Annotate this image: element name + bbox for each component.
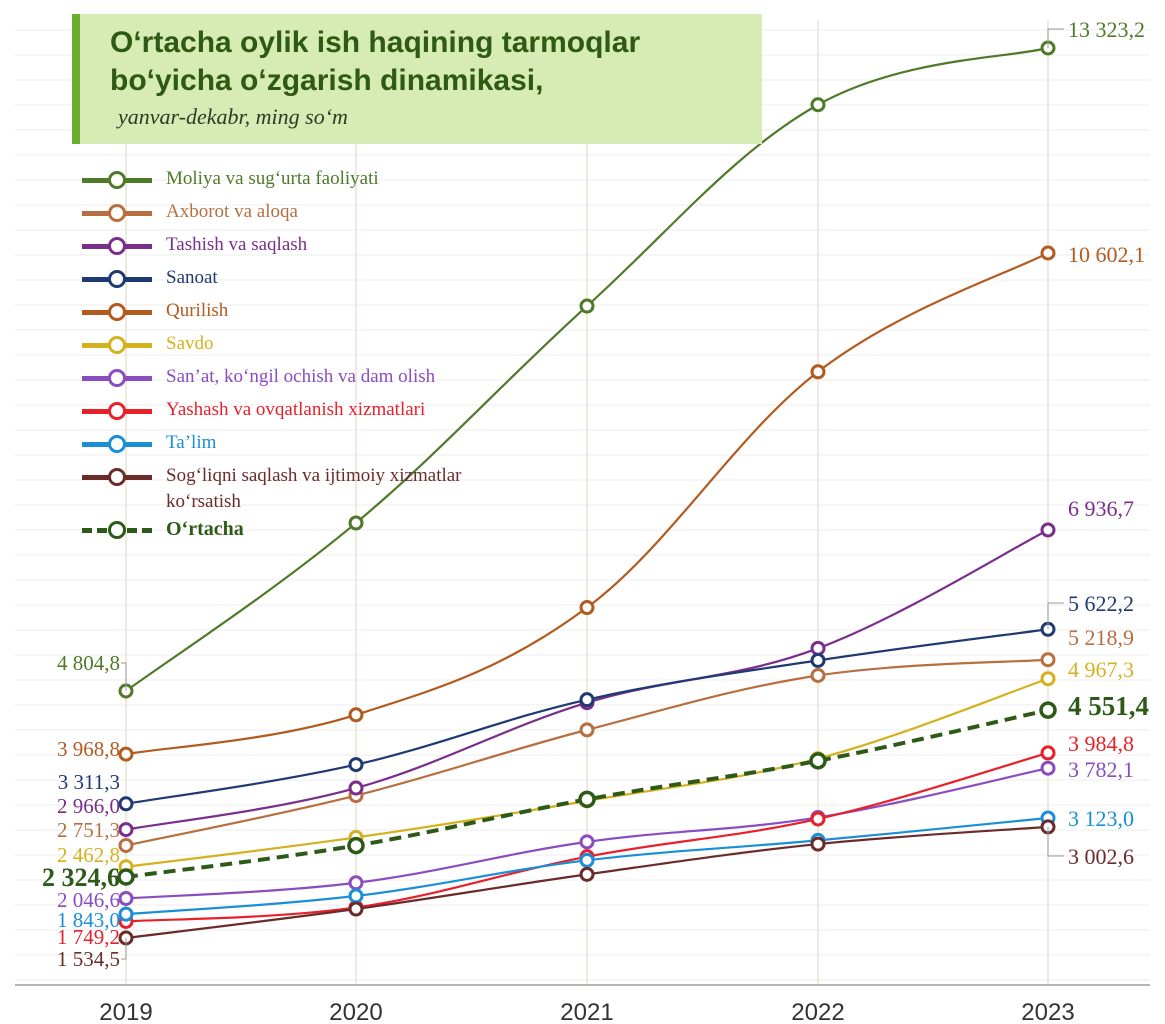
point-san-at-ko-ngil-ochish-va-dam-olish <box>581 836 593 848</box>
legend-marker <box>108 369 126 387</box>
point-axborot-va-aloqa <box>1042 654 1054 666</box>
x-tick-label: 2022 <box>791 999 844 1024</box>
point-qurilish <box>581 602 593 614</box>
legend-marker <box>108 171 126 189</box>
point-sanoat <box>812 654 824 666</box>
point-qurilish <box>350 709 362 721</box>
point-tashish-va-saqlash <box>812 642 824 654</box>
x-tick-label: 2023 <box>1021 999 1074 1024</box>
point-moliya-va-sug-urta-faoliyati <box>812 99 824 111</box>
value-label-last: 5 218,9 <box>1068 625 1134 650</box>
legend-label: Savdo <box>166 331 214 357</box>
point-qurilish <box>812 366 824 378</box>
legend-marker <box>108 521 126 539</box>
value-label-last: 10 602,1 <box>1068 242 1145 267</box>
legend-label: Qurilish <box>166 298 228 324</box>
legend-marker <box>108 402 126 420</box>
value-label-first: 2 966,0 <box>57 794 120 818</box>
point-o-rtacha <box>119 870 133 884</box>
point-o-rtacha <box>580 792 594 806</box>
value-label-last: 3 782,1 <box>1068 757 1134 782</box>
value-label-last: 3 123,0 <box>1068 806 1134 831</box>
value-label-first: 2 324,6 <box>42 863 120 892</box>
legend-label: Tashish va saqlash <box>166 232 307 258</box>
legend-marker <box>108 435 126 453</box>
point-san-at-ko-ngil-ochish-va-dam-olish <box>350 877 362 889</box>
x-tick-label: 2019 <box>99 999 152 1024</box>
point-axborot-va-aloqa <box>581 724 593 736</box>
legend-label: O‘rtacha <box>166 516 244 542</box>
chart-title-box: O‘rtacha oylik ish haqining tarmoqlar bo… <box>72 14 762 144</box>
legend-label: Sanoat <box>166 265 218 291</box>
legend-marker <box>108 303 126 321</box>
point-moliya-va-sug-urta-faoliyati <box>581 300 593 312</box>
value-label-last: 4 551,4 <box>1068 691 1149 721</box>
legend-label: Axborot va aloqa <box>166 199 298 225</box>
point-o-rtacha <box>811 754 825 768</box>
x-tick-label: 2020 <box>329 999 382 1024</box>
value-label-last: 3 002,6 <box>1068 844 1134 869</box>
point-o-rtacha <box>1041 703 1055 717</box>
value-label-first: 3 968,8 <box>57 737 120 761</box>
point-sog-liqni-saqlash-va-ijtimoiy-xizmatlar-ko-rsatish <box>581 868 593 880</box>
value-label-first: 2 751,3 <box>57 818 120 842</box>
point-sanoat <box>581 694 593 706</box>
point-qurilish <box>120 748 132 760</box>
x-tick-label: 2021 <box>560 999 613 1024</box>
legend-marker <box>108 336 126 354</box>
point-sanoat <box>120 798 132 810</box>
point-sanoat <box>350 759 362 771</box>
point-ta-lim <box>581 854 593 866</box>
legend-label: Ta’lim <box>166 430 216 456</box>
legend-label: Sog‘liqni saqlash va ijtimoiy xizmatlar … <box>166 463 486 515</box>
legend-marker <box>108 468 126 486</box>
value-label-last: 5 622,2 <box>1068 591 1134 616</box>
legend-label: Yashash va ovqatlanish xizmatlari <box>166 397 425 423</box>
legend-label: Moliya va sug‘urta faoliyati <box>166 166 379 192</box>
point-san-at-ko-ngil-ochish-va-dam-olish <box>120 892 132 904</box>
value-label-first: 4 804,8 <box>57 651 120 675</box>
point-yashash-va-ovqatlanish-xizmatlari <box>812 813 824 825</box>
value-label-last: 13 323,2 <box>1068 17 1145 42</box>
point-tashish-va-saqlash <box>120 824 132 836</box>
point-axborot-va-aloqa <box>812 670 824 682</box>
value-label-last: 3 984,8 <box>1068 731 1134 756</box>
x-axis: 2019 2020 2021 2022 2023 <box>15 985 1150 1024</box>
point-sog-liqni-saqlash-va-ijtimoiy-xizmatlar-ko-rsatish <box>350 903 362 915</box>
point-ta-lim <box>350 890 362 902</box>
point-tashish-va-saqlash <box>1042 524 1054 536</box>
point-qurilish <box>1042 247 1054 259</box>
legend-marker <box>108 270 126 288</box>
legend-marker <box>108 237 126 255</box>
value-label-first: 3 311,3 <box>58 770 120 794</box>
legend-label: San’at, ko‘ngil ochish va dam olish <box>166 364 435 390</box>
point-ta-lim <box>120 908 132 920</box>
value-label-last: 6 936,7 <box>1068 496 1134 521</box>
chart-title: O‘rtacha oylik ish haqining tarmoqlar bo… <box>110 24 750 100</box>
point-moliya-va-sug-urta-faoliyati <box>350 517 362 529</box>
point-yashash-va-ovqatlanish-xizmatlari <box>1042 747 1054 759</box>
value-label-first: 1 534,5 <box>57 947 120 971</box>
point-axborot-va-aloqa <box>120 839 132 851</box>
value-label-last: 4 967,3 <box>1068 657 1134 682</box>
point-tashish-va-saqlash <box>350 782 362 794</box>
point-san-at-ko-ngil-ochish-va-dam-olish <box>1042 762 1054 774</box>
point-o-rtacha <box>349 839 363 853</box>
value-label-first: 1 843,0 <box>57 908 120 932</box>
point-savdo <box>1042 673 1054 685</box>
legend-marker <box>108 204 126 222</box>
point-sog-liqni-saqlash-va-ijtimoiy-xizmatlar-ko-rsatish <box>812 838 824 850</box>
chart-subtitle: yanvar-dekabr, ming so‘m <box>118 104 348 130</box>
